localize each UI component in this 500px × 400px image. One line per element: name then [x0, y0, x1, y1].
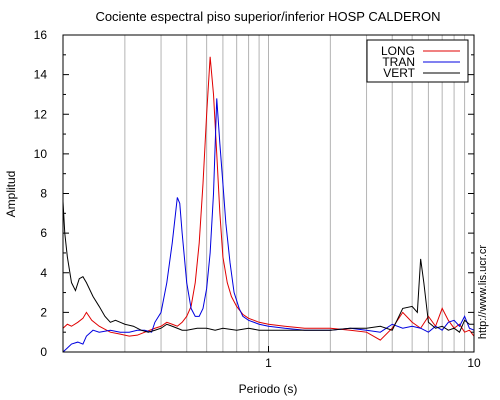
y-tick-label: 8	[40, 187, 47, 201]
y-tick-label: 2	[40, 305, 47, 319]
credit-url: http://www.lis.ucr.cr	[477, 245, 489, 339]
x-axis-label: Periodo (s)	[239, 382, 298, 396]
y-axis-tick-labels: 0 2 4 6 8 10 12 14 16	[34, 28, 48, 359]
legend-box	[366, 39, 469, 83]
y-tick-label: 14	[34, 68, 48, 82]
legend-label-vert: VERT	[383, 66, 415, 80]
y-tick-label: 4	[40, 266, 47, 280]
series-line-long	[62, 56, 475, 341]
y-tick-label: 16	[34, 28, 48, 42]
x-tick-label: 1	[265, 356, 272, 370]
legend-label-long: LONG	[381, 44, 415, 58]
series-line-tran	[62, 98, 475, 353]
y-tick-label: 6	[40, 226, 47, 240]
y-axis-label: Amplitud	[4, 171, 18, 218]
vertical-gridlines	[124, 35, 466, 352]
series-layer	[62, 56, 475, 353]
x-tick-label: 10	[467, 356, 481, 370]
chart-title: Cociente espectral piso superior/inferio…	[95, 9, 440, 24]
y-tick-label: 12	[34, 107, 48, 121]
x-axis-tick-labels: 1 10	[265, 356, 481, 370]
axis-ticks	[63, 34, 475, 353]
series-line-vert	[62, 201, 474, 333]
y-tick-label: 0	[40, 345, 47, 359]
legend-label-tran: TRAN	[382, 55, 415, 69]
y-tick-label: 10	[34, 147, 48, 161]
